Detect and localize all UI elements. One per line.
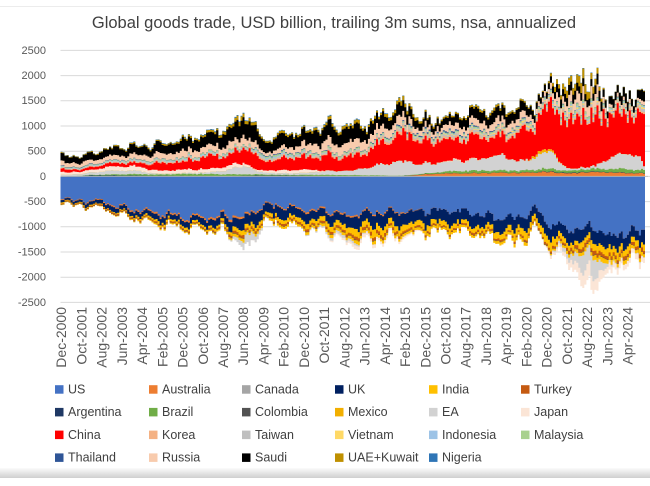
- svg-text:Nigeria: Nigeria: [442, 451, 482, 465]
- svg-text:Apr-2014: Apr-2014: [377, 307, 393, 365]
- svg-text:Feb-2020: Feb-2020: [518, 307, 534, 367]
- svg-text:Australia: Australia: [162, 382, 211, 396]
- svg-text:Aug-2002: Aug-2002: [94, 307, 110, 368]
- svg-text:Oct-2011: Oct-2011: [316, 307, 332, 364]
- svg-text:Feb-2015: Feb-2015: [397, 307, 413, 367]
- svg-text:Turkey: Turkey: [534, 382, 572, 396]
- svg-text:Vietnam: Vietnam: [348, 428, 394, 442]
- svg-text:1500: 1500: [22, 95, 46, 107]
- svg-text:Colombia: Colombia: [255, 405, 308, 419]
- svg-text:Dec-2015: Dec-2015: [417, 307, 433, 368]
- svg-text:Apr-2004: Apr-2004: [134, 307, 150, 365]
- svg-text:Oct-2016: Oct-2016: [438, 307, 454, 365]
- svg-text:Feb-2005: Feb-2005: [154, 307, 170, 367]
- svg-text:Apr-2009: Apr-2009: [256, 307, 272, 365]
- svg-text:Jun-2008: Jun-2008: [235, 307, 251, 366]
- svg-text:-2500: -2500: [18, 297, 46, 309]
- svg-text:Brazil: Brazil: [162, 405, 193, 419]
- svg-text:India: India: [442, 382, 469, 396]
- svg-text:Dec-2010: Dec-2010: [296, 307, 312, 368]
- svg-text:-1000: -1000: [18, 221, 46, 233]
- svg-text:Jun-2023: Jun-2023: [599, 307, 615, 366]
- svg-text:Indonesia: Indonesia: [442, 428, 496, 442]
- svg-text:-2000: -2000: [18, 272, 46, 284]
- svg-text:Global goods trade, USD billio: Global goods trade, USD billion, trailin…: [92, 14, 576, 32]
- svg-text:2500: 2500: [22, 45, 46, 57]
- svg-text:Feb-2010: Feb-2010: [276, 307, 292, 367]
- svg-text:China: China: [68, 428, 101, 442]
- svg-text:-1500: -1500: [18, 246, 46, 258]
- svg-text:Apr-2019: Apr-2019: [498, 307, 514, 365]
- svg-text:Jun-2013: Jun-2013: [357, 307, 373, 366]
- svg-text:Oct-2021: Oct-2021: [559, 307, 575, 365]
- svg-text:US: US: [68, 382, 85, 396]
- svg-text:Apr-2024: Apr-2024: [620, 307, 636, 365]
- svg-text:Aug-2012: Aug-2012: [336, 307, 352, 368]
- svg-text:UAE+Kuwait: UAE+Kuwait: [348, 451, 419, 465]
- svg-text:Korea: Korea: [162, 428, 195, 442]
- svg-text:Aug-2007: Aug-2007: [215, 307, 231, 368]
- svg-text:Mexico: Mexico: [348, 405, 388, 419]
- svg-text:Argentina: Argentina: [68, 405, 122, 419]
- svg-text:EA: EA: [442, 405, 459, 419]
- svg-text:0: 0: [40, 171, 46, 183]
- svg-text:Aug-2017: Aug-2017: [458, 307, 474, 368]
- svg-text:Saudi: Saudi: [255, 451, 287, 465]
- svg-text:Oct-2006: Oct-2006: [195, 307, 211, 365]
- svg-text:2000: 2000: [22, 70, 46, 82]
- svg-text:UK: UK: [348, 382, 366, 396]
- svg-text:Dec-2005: Dec-2005: [175, 307, 191, 368]
- svg-text:Canada: Canada: [255, 382, 299, 396]
- svg-text:Jun-2018: Jun-2018: [478, 307, 494, 366]
- svg-text:1000: 1000: [22, 120, 46, 132]
- svg-text:Jun-2003: Jun-2003: [114, 307, 130, 366]
- svg-text:Dec-2020: Dec-2020: [539, 307, 555, 368]
- svg-text:Thailand: Thailand: [68, 451, 116, 465]
- svg-text:Japan: Japan: [534, 405, 568, 419]
- svg-text:Oct-2001: Oct-2001: [73, 307, 89, 365]
- svg-text:Russia: Russia: [162, 451, 200, 465]
- svg-text:500: 500: [28, 146, 46, 158]
- svg-text:Dec-2000: Dec-2000: [53, 307, 69, 368]
- svg-text:-500: -500: [24, 196, 46, 208]
- svg-text:Aug-2022: Aug-2022: [579, 307, 595, 368]
- svg-text:Malaysia: Malaysia: [534, 428, 583, 442]
- svg-text:Taiwan: Taiwan: [255, 428, 294, 442]
